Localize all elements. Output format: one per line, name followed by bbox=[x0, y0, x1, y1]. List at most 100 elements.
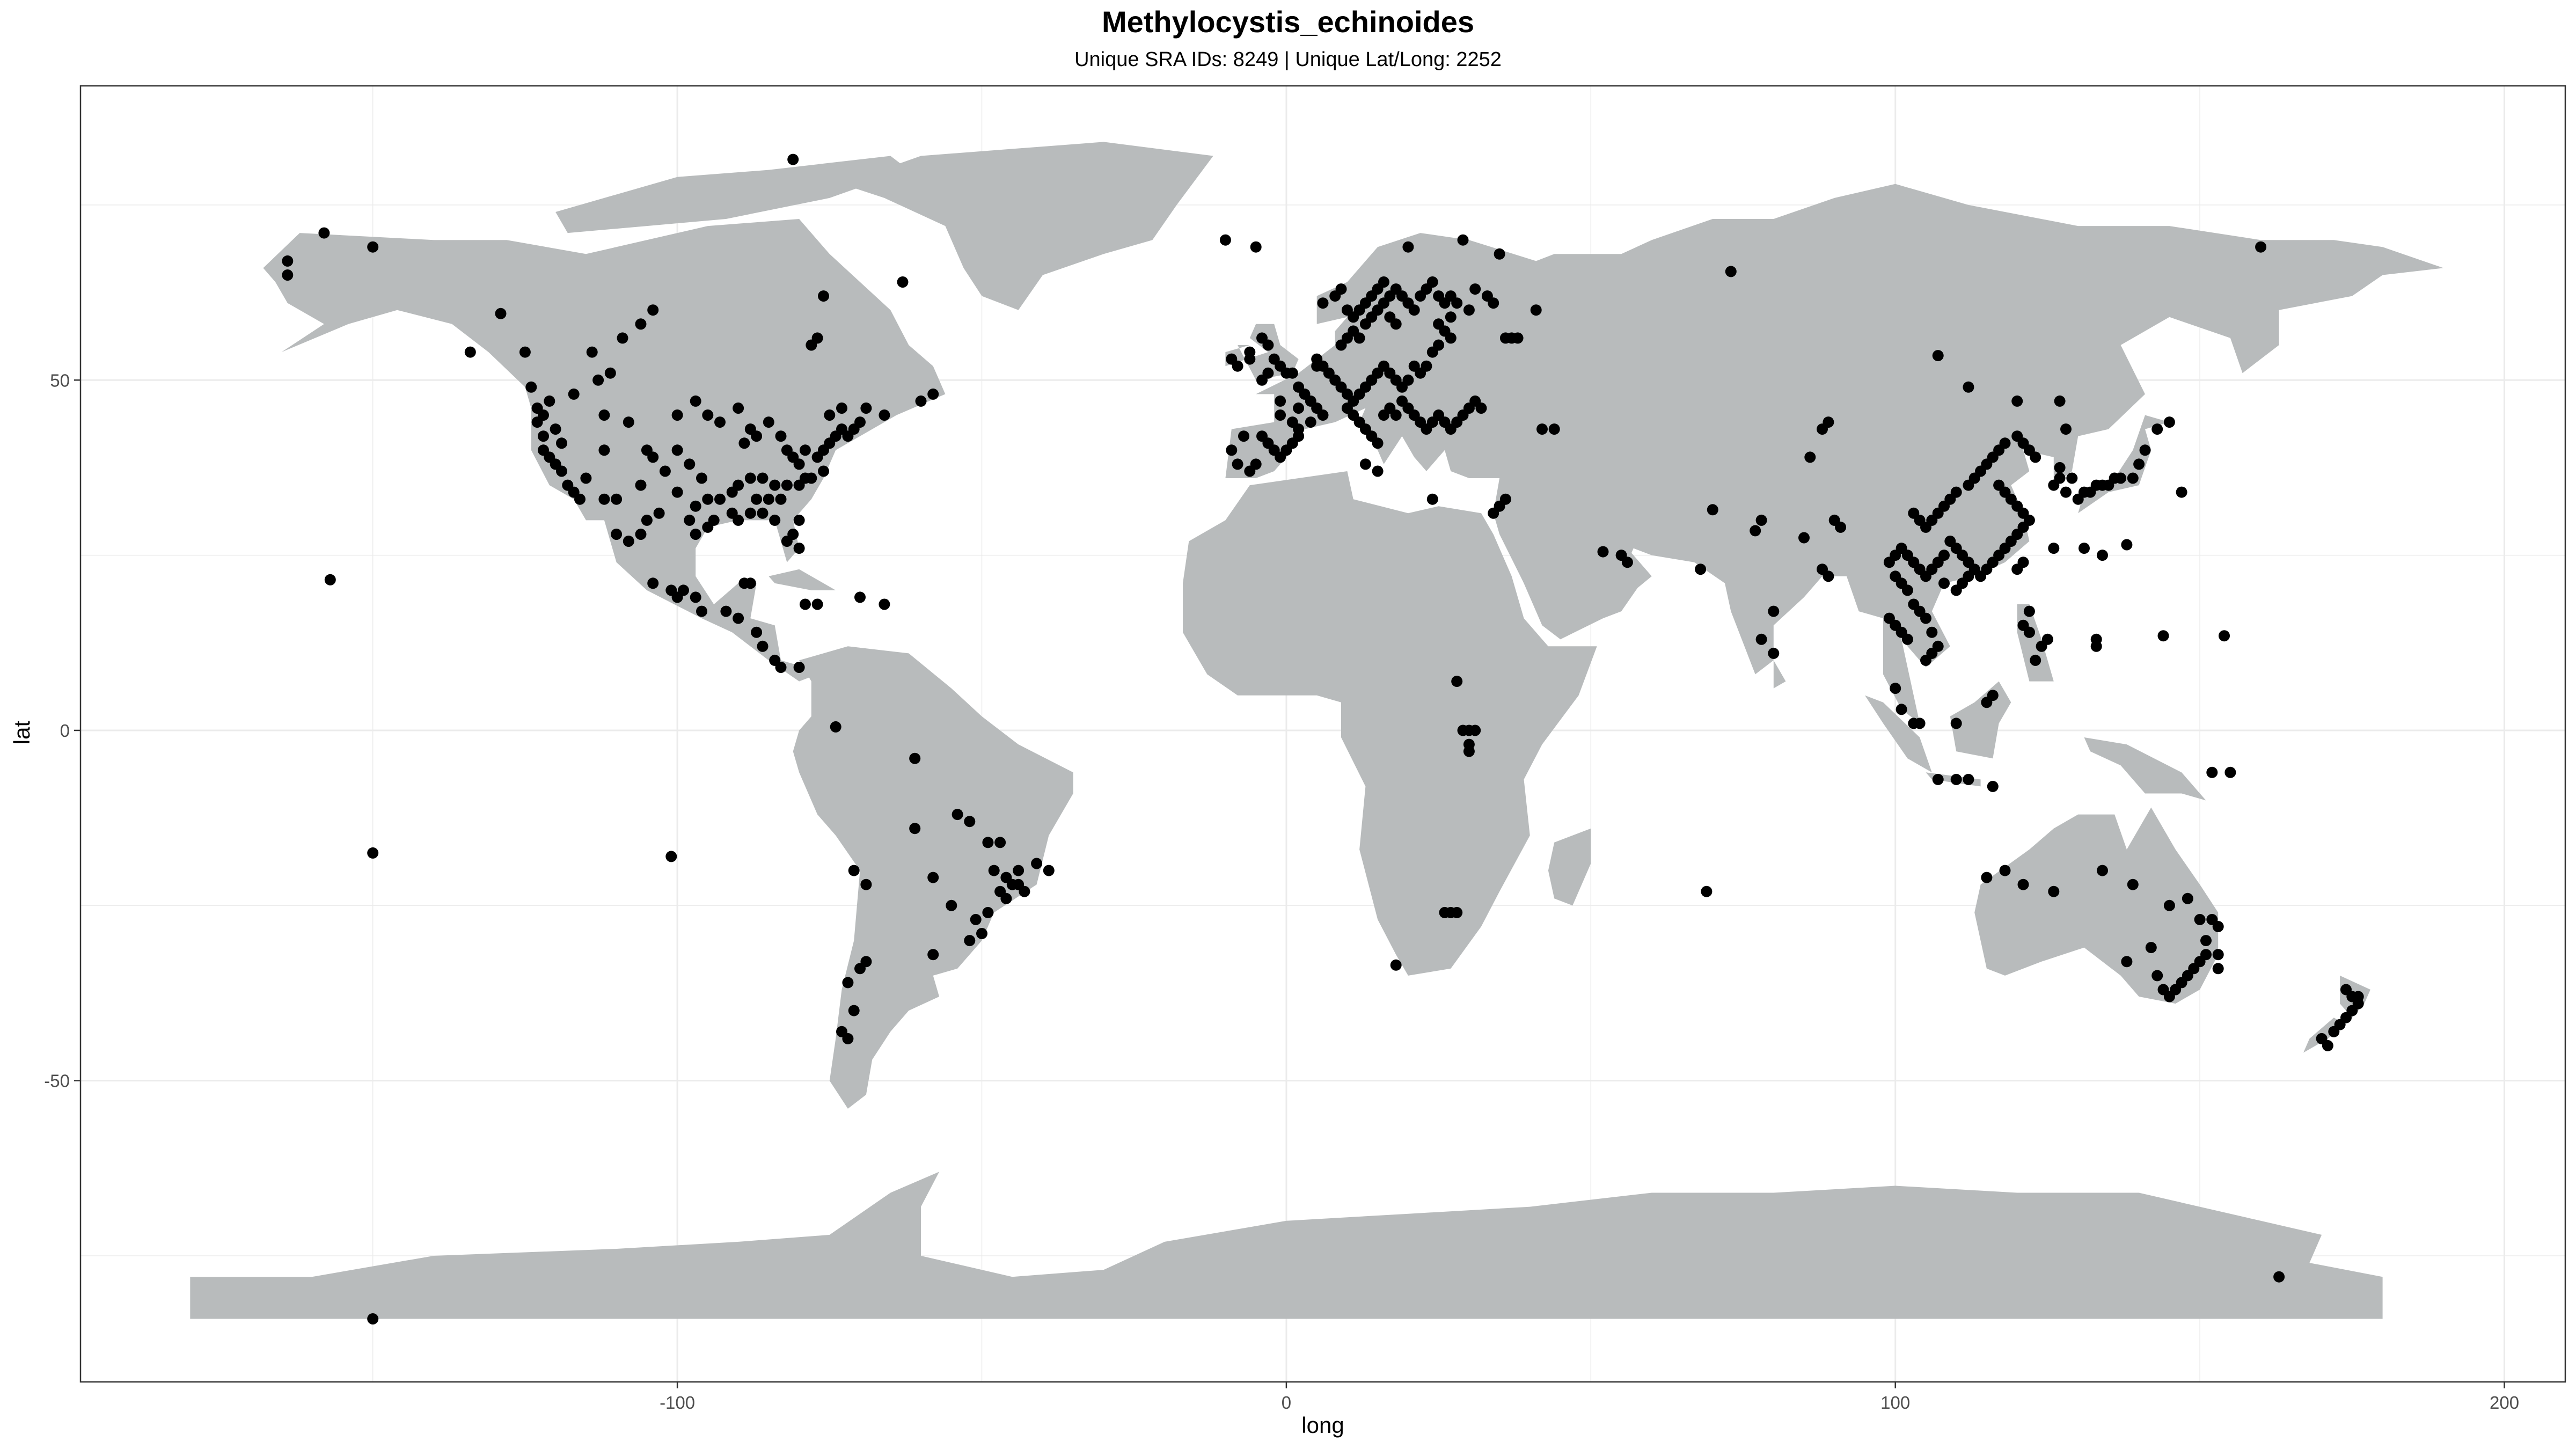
data-point bbox=[647, 577, 659, 589]
data-point bbox=[964, 816, 976, 828]
data-point bbox=[2048, 479, 2060, 491]
data-point bbox=[806, 339, 817, 351]
data-point bbox=[733, 402, 744, 414]
data-point bbox=[751, 430, 763, 442]
data-point bbox=[988, 865, 1000, 876]
data-point bbox=[1488, 297, 1499, 309]
plot-panel-border bbox=[79, 85, 2566, 1383]
data-point bbox=[2054, 462, 2066, 473]
data-point bbox=[733, 479, 744, 491]
data-point bbox=[793, 543, 805, 554]
data-point bbox=[818, 465, 829, 477]
data-point bbox=[1402, 374, 1414, 386]
data-point bbox=[2030, 451, 2041, 463]
data-point bbox=[2054, 395, 2066, 407]
data-point bbox=[982, 906, 994, 918]
data-point bbox=[793, 514, 805, 526]
data-point bbox=[2255, 241, 2267, 253]
data-point bbox=[751, 493, 763, 505]
sri-lanka-landmass bbox=[1773, 660, 1786, 689]
data-point bbox=[1920, 654, 1931, 666]
data-point bbox=[2036, 640, 2047, 652]
data-point bbox=[909, 823, 921, 835]
data-point bbox=[1823, 416, 1834, 428]
data-point bbox=[1755, 514, 1767, 526]
data-point bbox=[1488, 507, 1499, 519]
data-point bbox=[1390, 318, 1402, 330]
data-point bbox=[1536, 423, 1548, 435]
y-tick-label: 0 bbox=[60, 721, 70, 741]
data-point bbox=[1938, 577, 1950, 589]
data-point bbox=[1621, 557, 1633, 568]
data-point bbox=[282, 269, 294, 281]
data-point bbox=[757, 507, 769, 519]
data-point bbox=[1548, 423, 1560, 435]
data-point bbox=[1835, 521, 1847, 533]
data-point bbox=[623, 536, 634, 547]
data-point bbox=[1293, 402, 1305, 414]
data-point bbox=[1275, 395, 1286, 407]
data-point bbox=[799, 598, 811, 610]
data-point bbox=[531, 416, 543, 428]
data-point bbox=[738, 437, 750, 449]
data-point bbox=[1390, 409, 1402, 421]
data-point bbox=[982, 837, 994, 848]
data-point bbox=[1286, 416, 1298, 428]
data-point bbox=[653, 507, 665, 519]
data-point bbox=[714, 416, 726, 428]
data-point bbox=[604, 367, 616, 379]
data-point bbox=[2273, 1271, 2285, 1283]
data-point bbox=[1804, 451, 1816, 463]
data-point bbox=[1987, 690, 1999, 701]
data-point bbox=[525, 381, 537, 393]
data-point bbox=[1475, 402, 1487, 414]
data-point bbox=[586, 346, 598, 358]
data-point bbox=[2048, 885, 2060, 897]
data-point bbox=[611, 529, 623, 540]
data-point bbox=[1000, 892, 1012, 904]
data-point bbox=[1755, 633, 1767, 645]
data-point bbox=[818, 290, 829, 302]
data-point bbox=[598, 493, 610, 505]
data-point bbox=[1932, 773, 1944, 785]
data-point bbox=[550, 423, 561, 435]
data-point bbox=[775, 662, 787, 673]
data-point bbox=[811, 598, 823, 610]
data-point bbox=[757, 472, 769, 484]
data-point bbox=[574, 493, 586, 505]
data-point bbox=[1463, 745, 1475, 757]
data-point bbox=[726, 507, 738, 519]
data-point bbox=[1353, 332, 1365, 344]
africa-landmass bbox=[1183, 471, 1597, 976]
data-point bbox=[1963, 570, 1974, 582]
data-point bbox=[544, 395, 555, 407]
data-point bbox=[1013, 865, 1024, 876]
data-point bbox=[696, 605, 707, 617]
data-point bbox=[1768, 647, 1780, 659]
data-point bbox=[556, 437, 567, 449]
data-point bbox=[647, 451, 659, 463]
data-point bbox=[1999, 865, 2011, 876]
data-point bbox=[2163, 416, 2175, 428]
data-point bbox=[519, 346, 531, 358]
data-point bbox=[909, 752, 921, 764]
data-point bbox=[842, 977, 854, 989]
data-point bbox=[2157, 984, 2169, 996]
data-point bbox=[720, 605, 732, 617]
data-point bbox=[367, 847, 379, 859]
data-point bbox=[1451, 676, 1463, 687]
data-point bbox=[671, 409, 683, 421]
data-point bbox=[860, 879, 872, 890]
data-point bbox=[1701, 885, 1713, 897]
data-point bbox=[860, 402, 872, 414]
data-point bbox=[2322, 1040, 2333, 1051]
data-point bbox=[1499, 493, 1511, 505]
data-point bbox=[1286, 367, 1298, 379]
antarctica-landmass bbox=[190, 1172, 2383, 1319]
data-point bbox=[647, 304, 659, 316]
data-point bbox=[1250, 241, 1262, 253]
data-point bbox=[2182, 892, 2193, 904]
data-point bbox=[1463, 304, 1475, 316]
data-point bbox=[781, 536, 793, 547]
